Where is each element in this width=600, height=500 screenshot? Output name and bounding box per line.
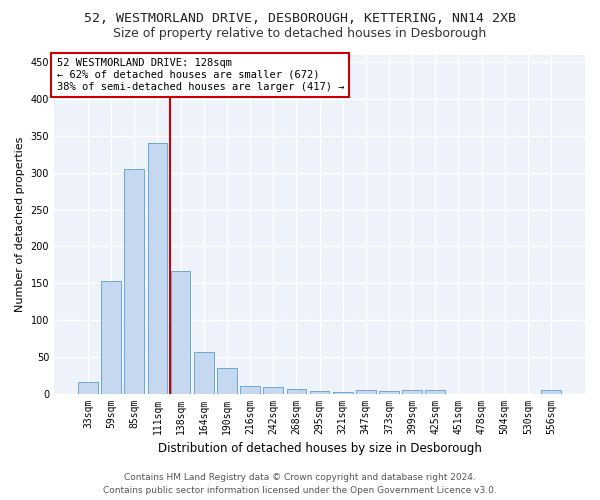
Bar: [263, 387, 283, 394]
Bar: [356, 390, 376, 394]
Bar: [171, 270, 190, 394]
Bar: [425, 390, 445, 394]
Bar: [240, 386, 260, 394]
Bar: [217, 368, 237, 394]
Bar: [78, 382, 98, 394]
Y-axis label: Number of detached properties: Number of detached properties: [15, 136, 25, 312]
Text: Contains HM Land Registry data © Crown copyright and database right 2024.
Contai: Contains HM Land Registry data © Crown c…: [103, 474, 497, 495]
Bar: [194, 352, 214, 394]
Bar: [310, 392, 329, 394]
Text: 52, WESTMORLAND DRIVE, DESBOROUGH, KETTERING, NN14 2XB: 52, WESTMORLAND DRIVE, DESBOROUGH, KETTE…: [84, 12, 516, 26]
Bar: [379, 390, 399, 394]
Bar: [148, 144, 167, 394]
Bar: [124, 169, 144, 394]
Bar: [333, 392, 353, 394]
Text: 52 WESTMORLAND DRIVE: 128sqm
← 62% of detached houses are smaller (672)
38% of s: 52 WESTMORLAND DRIVE: 128sqm ← 62% of de…: [56, 58, 344, 92]
Bar: [287, 389, 306, 394]
Bar: [541, 390, 561, 394]
Text: Size of property relative to detached houses in Desborough: Size of property relative to detached ho…: [113, 28, 487, 40]
X-axis label: Distribution of detached houses by size in Desborough: Distribution of detached houses by size …: [158, 442, 481, 455]
Bar: [101, 281, 121, 394]
Bar: [402, 390, 422, 394]
